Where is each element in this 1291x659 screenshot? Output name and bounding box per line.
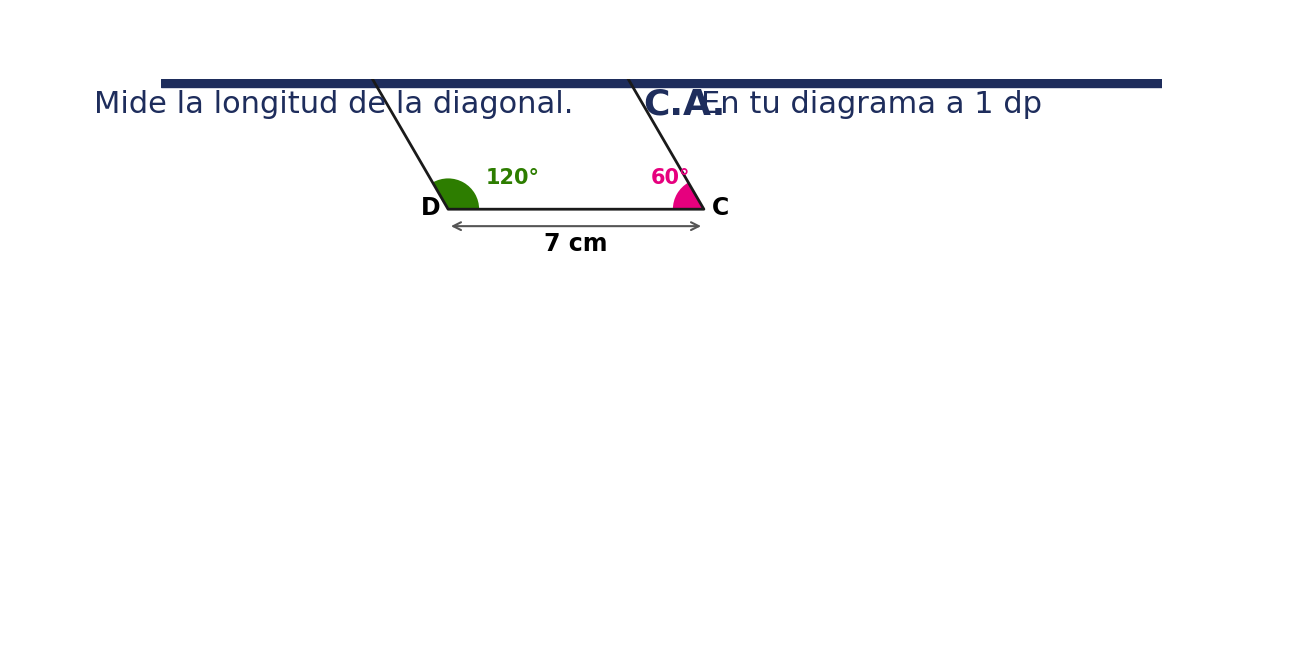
Text: 120°: 120° [485,167,540,188]
Text: C: C [711,196,729,219]
Text: C.A.: C.A. [643,87,726,121]
Wedge shape [432,179,479,209]
Text: En tu diagrama a 1 dp: En tu diagrama a 1 dp [701,90,1042,119]
Text: D: D [421,196,440,219]
Text: 60°: 60° [651,167,691,188]
Wedge shape [673,183,704,209]
Text: 7 cm: 7 cm [545,233,608,256]
Text: Mide la longitud de la diagonal.: Mide la longitud de la diagonal. [94,90,573,119]
Bar [161,79,1162,87]
